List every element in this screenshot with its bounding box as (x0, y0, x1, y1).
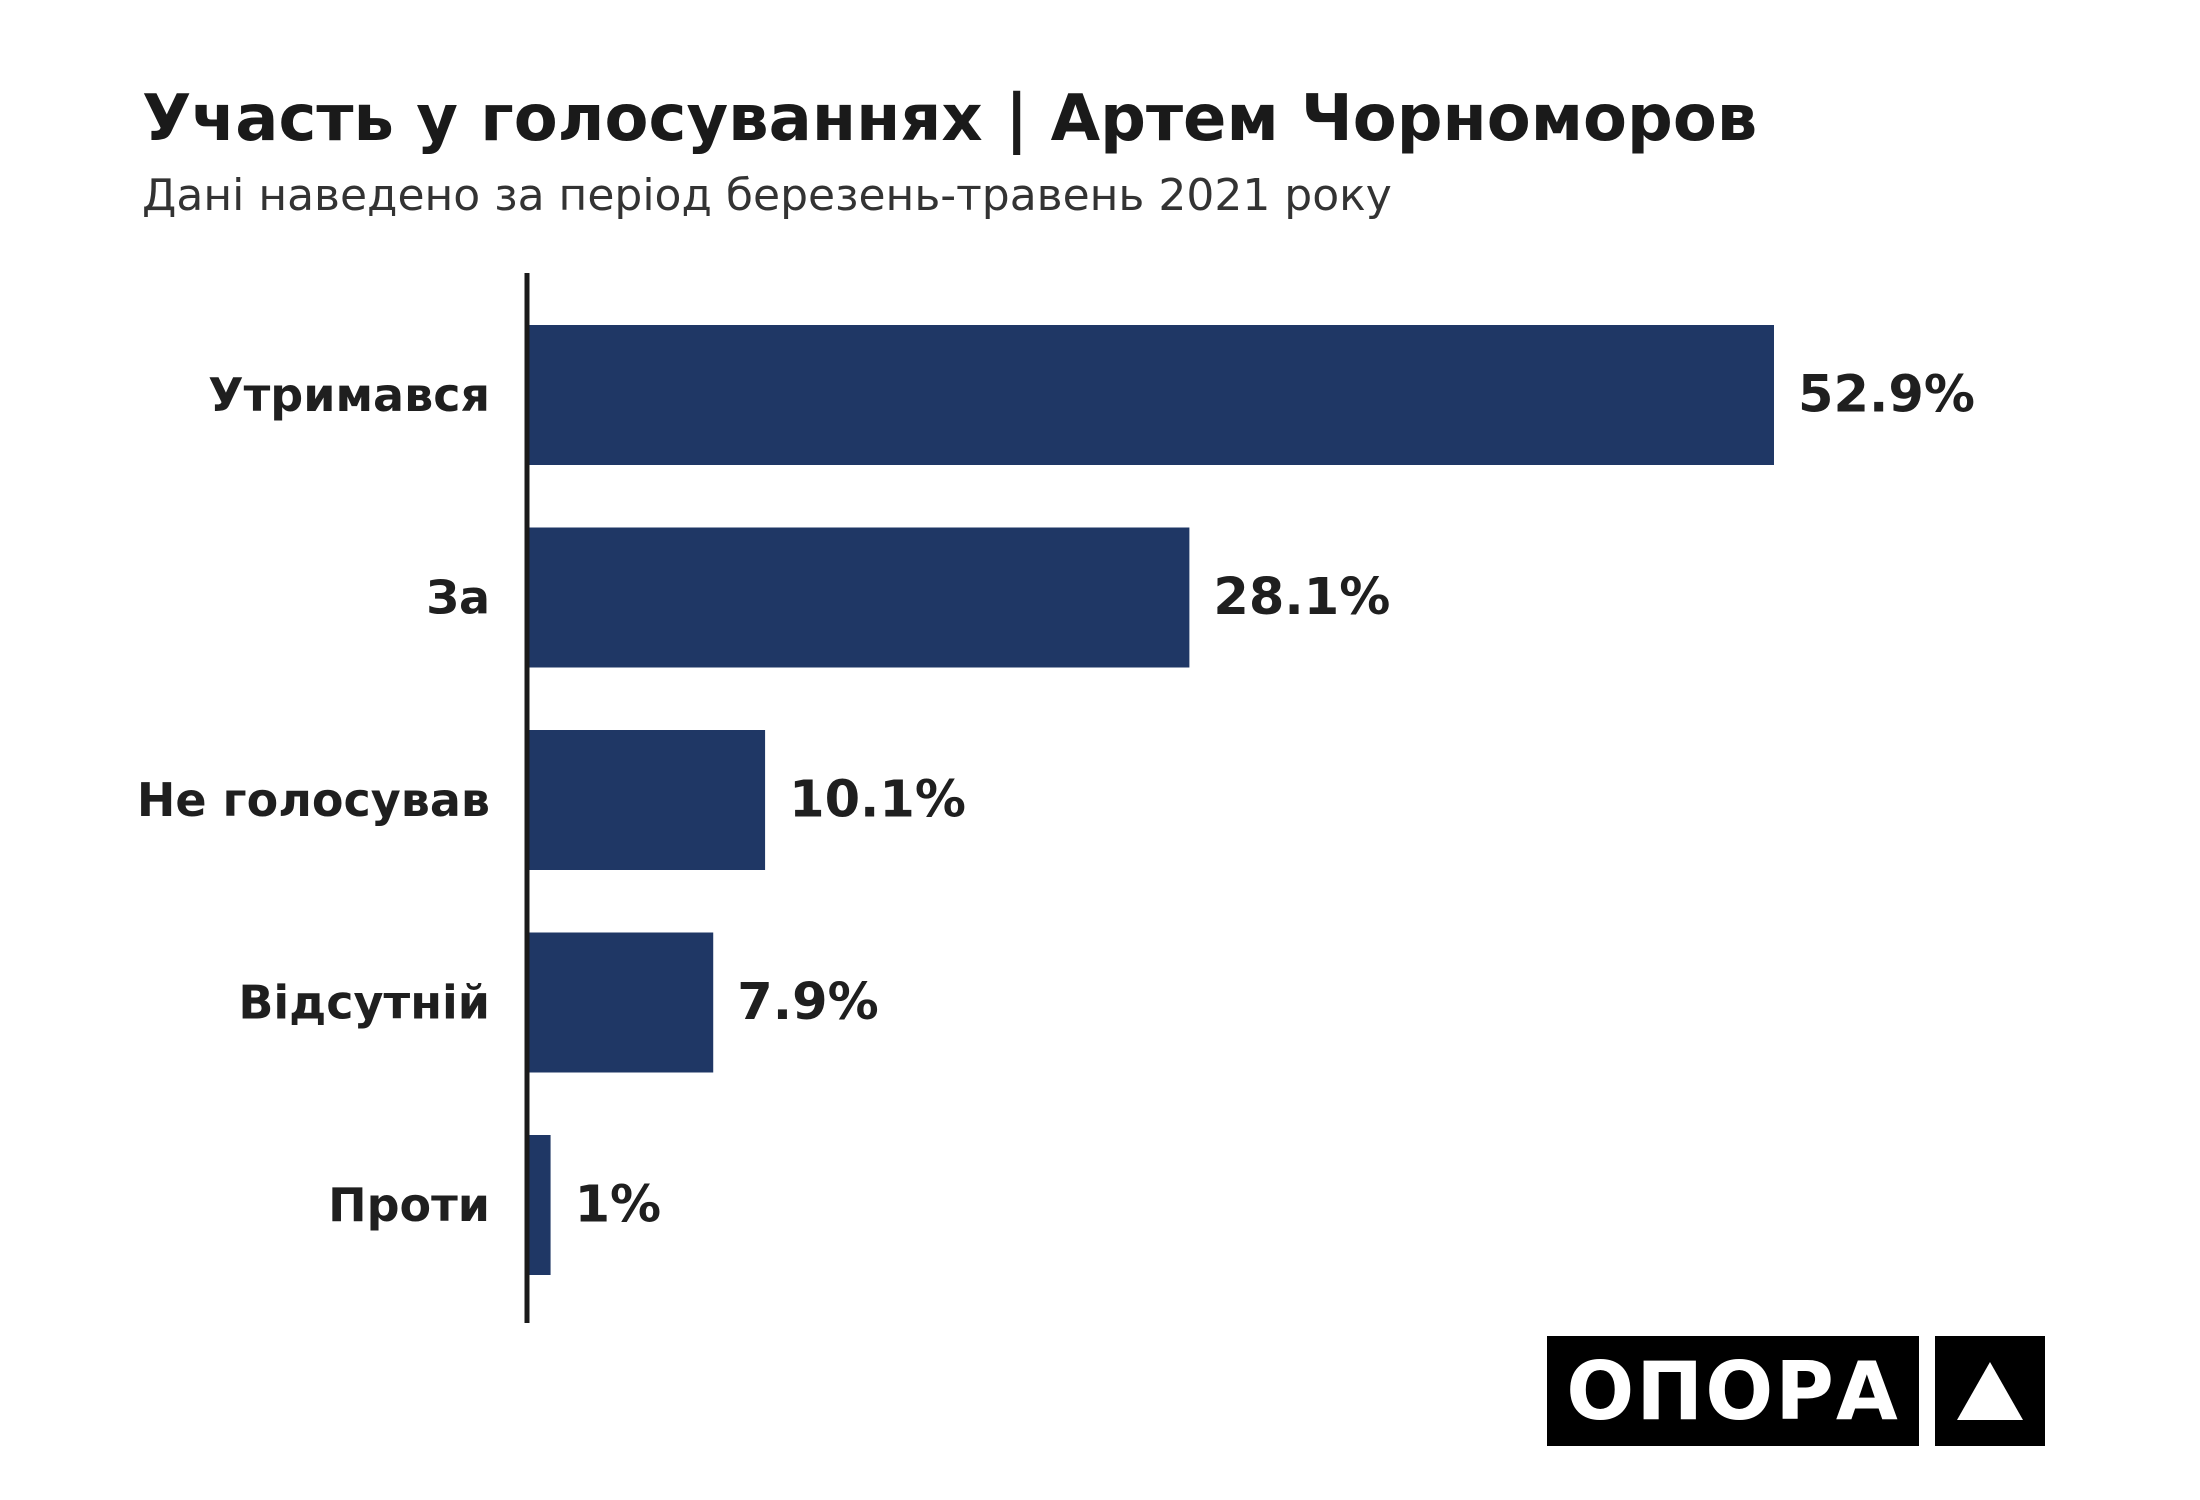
bar (527, 932, 714, 1073)
opora-logo-text: ОПОРА (1566, 1344, 1900, 1438)
chart-subtitle: Дані наведено за період березень-травень… (142, 170, 1392, 221)
bar (527, 325, 1774, 465)
value-label: 1% (575, 1176, 662, 1235)
category-label: Проти (328, 1178, 490, 1232)
category-label: Не голосував (137, 773, 490, 827)
triangle-icon (1957, 1362, 2023, 1420)
bar (527, 1135, 551, 1275)
triangle-logo-mark (1935, 1336, 2045, 1446)
category-label: Утримався (208, 368, 490, 422)
bar (527, 730, 766, 870)
category-label: За (426, 571, 490, 625)
bar (527, 527, 1190, 668)
opora-logo: ОПОРА (1547, 1336, 1919, 1446)
value-label: 52.9% (1798, 366, 1975, 425)
chart-title: Участь у голосуваннях | Артем Чорноморов (142, 82, 1758, 156)
value-label: 28.1% (1213, 568, 1390, 627)
value-label: 10.1% (789, 771, 966, 830)
category-label: Відсутній (238, 976, 490, 1030)
value-label: 7.9% (737, 973, 878, 1032)
